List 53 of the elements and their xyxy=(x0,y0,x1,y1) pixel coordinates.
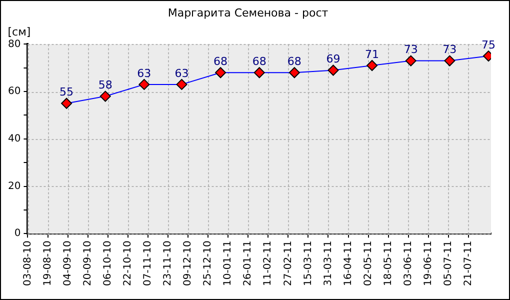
point xyxy=(138,78,150,90)
data-label: 71 xyxy=(365,48,380,61)
point xyxy=(176,78,188,90)
data-label: 73 xyxy=(442,43,457,56)
point xyxy=(405,55,416,66)
data-label: 75 xyxy=(481,38,496,52)
chart-title: Маргарита Семенова - рост xyxy=(168,6,329,20)
x-tick-label: 11-02-11 xyxy=(262,240,274,286)
x-tick-label: 06-10-10 xyxy=(102,240,114,286)
y-tick-label: 80 xyxy=(8,38,21,50)
data-label: 58 xyxy=(98,78,112,92)
x-tick-label: 20-09-10 xyxy=(82,240,94,286)
y-tick-label: 0 xyxy=(14,228,21,240)
x-tick-label: 25-12-10 xyxy=(202,240,214,286)
x-tick-label: 10-01-11 xyxy=(222,240,234,286)
x-tick-label: 09-12-10 xyxy=(182,240,194,286)
data-label: 69 xyxy=(326,52,340,66)
y-tick-label: 40 xyxy=(8,134,21,144)
point xyxy=(61,98,72,109)
y-tick-label: 20 xyxy=(8,180,21,192)
data-label: 68 xyxy=(287,54,302,68)
x-tick-label: 05-07-11 xyxy=(443,240,454,286)
point xyxy=(444,55,456,66)
x-tick-label: 22-10-10 xyxy=(122,240,134,286)
x-tick-label: 21-07-11 xyxy=(463,240,474,286)
point xyxy=(215,67,226,78)
point xyxy=(100,90,111,102)
x-tick-label: 07-11-10 xyxy=(142,240,154,286)
y-tick-label: 60 xyxy=(8,86,21,98)
data-label: 55 xyxy=(60,86,74,99)
x-tick-label: 03-08-10 xyxy=(22,240,34,286)
x-tick-label: 31-03-11 xyxy=(322,240,334,286)
x-tick-label: 23-11-10 xyxy=(162,240,174,286)
x-tick-label: 26-01-11 xyxy=(242,240,254,286)
y-axis-title: [см] xyxy=(8,26,31,39)
x-tick-label: 16-04-11 xyxy=(342,240,354,286)
point xyxy=(366,60,378,72)
point xyxy=(254,67,265,78)
data-label: 73 xyxy=(404,43,418,56)
x-tick-label: 03-06-11 xyxy=(402,240,414,286)
x-tick-label: 18-05-11 xyxy=(382,240,394,286)
data-label: 68 xyxy=(214,54,228,68)
x-tick-label: 19-08-10 xyxy=(42,240,54,286)
x-tick-label: 19-06-11 xyxy=(422,240,434,286)
x-tick-label: 02-05-11 xyxy=(362,240,374,286)
x-tick-label: 15-03-11 xyxy=(302,240,314,286)
point xyxy=(328,64,339,76)
data-label: 63 xyxy=(174,66,189,80)
x-tick-label: 27-02-11 xyxy=(282,240,294,286)
data-label: 68 xyxy=(252,54,266,68)
x-tick-label: 04-09-10 xyxy=(62,240,74,286)
data-label: 63 xyxy=(137,66,152,80)
point xyxy=(288,67,300,78)
